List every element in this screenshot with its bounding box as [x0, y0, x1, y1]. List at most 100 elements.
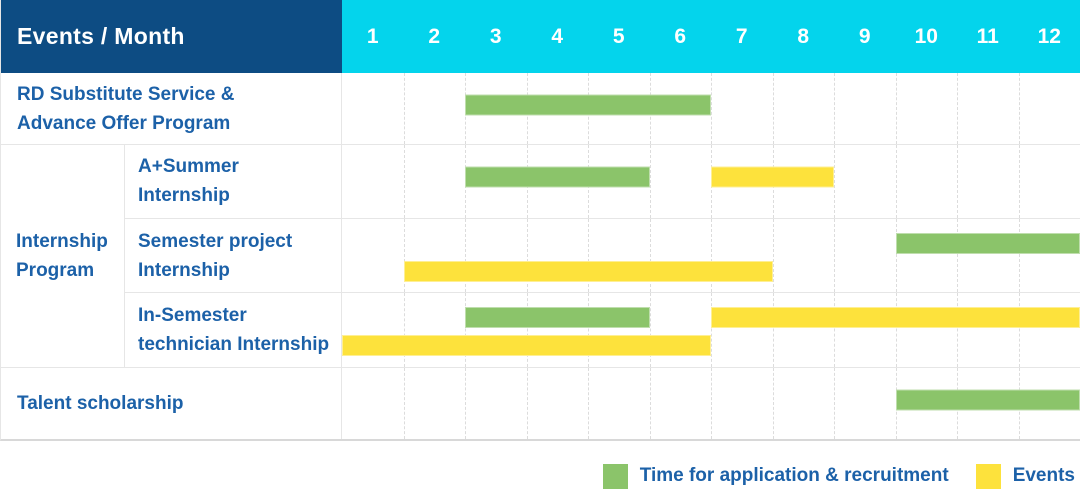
month-header-1: 1	[366, 24, 379, 48]
month-gridline	[465, 293, 466, 368]
gantt-bar-yellow	[403, 260, 773, 282]
month-gridline	[403, 73, 405, 144]
month-gridline	[403, 145, 405, 218]
month-gridline	[772, 293, 774, 368]
month-gridline	[649, 218, 651, 293]
row-label-line: technician Internship	[138, 334, 330, 356]
month-gridline	[526, 218, 528, 293]
month-gridline	[403, 293, 405, 368]
month-gridline	[403, 218, 405, 293]
internship-program-rows: A+Summer Internship Semester project Int…	[125, 145, 1080, 368]
group-label-internship-program: Internship Program	[1, 145, 125, 367]
month-gridline	[895, 145, 897, 218]
row-label-line: Semester project	[138, 230, 293, 252]
month-gridline	[957, 145, 958, 218]
month-header-11: 11	[976, 24, 999, 48]
month-gridline	[895, 73, 897, 144]
month-gridline	[711, 73, 712, 144]
month-gridline	[649, 145, 651, 218]
gantt-track-talent-scholarship	[342, 368, 1080, 439]
gantt-track-semester-project	[342, 218, 1080, 293]
row-a-plus-summer: A+Summer Internship	[125, 145, 1080, 218]
row-label-rd-substitute: RD Substitute Service & Advance Offer Pr…	[1, 73, 342, 144]
row-label-line: RD Substitute Service &	[17, 83, 235, 105]
month-gridline	[711, 293, 712, 368]
month-header-8: 8	[797, 24, 810, 48]
month-gridline	[1018, 145, 1020, 218]
row-label-line: In-Semester	[138, 305, 247, 327]
month-gridline	[1018, 218, 1020, 293]
row-label-line: Internship	[138, 185, 230, 207]
month-header-2: 2	[428, 24, 441, 48]
month-gridline	[588, 368, 589, 439]
month-gridline	[895, 293, 897, 368]
gantt-bar-yellow	[711, 307, 1080, 329]
yellow-swatch-icon	[975, 463, 1001, 489]
month-gridline	[957, 293, 958, 368]
month-gridline	[1018, 73, 1020, 144]
month-gridline	[649, 368, 651, 439]
month-gridline	[834, 218, 835, 293]
month-gridline	[711, 218, 712, 293]
month-gridline	[588, 218, 589, 293]
month-gridline	[957, 73, 958, 144]
month-gridline	[1018, 293, 1020, 368]
month-gridline	[649, 293, 651, 368]
row-label-line: Internship	[138, 259, 230, 281]
month-gridline	[526, 293, 528, 368]
month-gridline	[895, 218, 897, 293]
month-gridline	[834, 145, 835, 218]
gantt-bar-yellow	[342, 335, 711, 357]
month-gridline	[772, 368, 774, 439]
green-swatch-icon	[602, 463, 628, 489]
gantt-bar-green	[895, 389, 1080, 410]
row-rd-substitute: RD Substitute Service & Advance Offer Pr…	[1, 73, 1080, 144]
month-gridline	[465, 368, 466, 439]
row-label-line: A+Summer	[138, 156, 239, 178]
legend-label-events: Events	[1012, 465, 1075, 486]
row-label-a-plus-summer: A+Summer Internship	[125, 145, 342, 218]
internship-program-group: Internship Program A+Summer Internship S…	[1, 144, 1080, 368]
row-label-semester-project: Semester project Internship	[125, 218, 342, 293]
gantt-track-a-plus-summer	[342, 145, 1080, 218]
group-label-line: Program	[16, 260, 95, 281]
table-header-row: Events / Month 1 2 3 4 5 6 7 8 9 10 11 1…	[1, 0, 1080, 73]
gantt-track-in-semester-technician	[342, 293, 1080, 368]
gantt-bar-green	[465, 307, 650, 329]
month-header-12: 12	[1037, 24, 1061, 48]
group-label-line: Internship	[16, 231, 108, 252]
row-label-in-semester-technician: In-Semester technician Internship	[125, 293, 342, 368]
row-label-talent-scholarship: Talent scholarship	[1, 368, 342, 439]
month-header-6: 6	[674, 24, 687, 48]
month-header-9: 9	[858, 24, 871, 48]
row-label-line: Advance Offer Program	[17, 112, 231, 134]
month-gridline	[465, 218, 466, 293]
gantt-track-rd-substitute	[342, 73, 1080, 144]
legend-label-application-recruitment: Time for application & recruitment	[639, 465, 949, 486]
month-gridline	[772, 218, 774, 293]
month-gridline	[772, 73, 774, 144]
month-gridline	[834, 293, 835, 368]
month-header-4: 4	[551, 24, 564, 48]
month-header-10: 10	[914, 24, 938, 48]
month-gridline	[834, 73, 835, 144]
gantt-bar-green	[895, 232, 1080, 254]
row-in-semester-technician: In-Semester technician Internship	[125, 292, 1080, 368]
month-header-7: 7	[735, 24, 748, 48]
gantt-bar-yellow	[711, 166, 834, 188]
month-gridline	[711, 368, 712, 439]
month-header-5: 5	[612, 24, 625, 48]
gantt-bar-green	[465, 166, 650, 188]
row-talent-scholarship: Talent scholarship	[1, 367, 1080, 439]
month-gridline	[834, 368, 835, 439]
month-header-strip: 1 2 3 4 5 6 7 8 9 10 11 12	[342, 0, 1080, 73]
month-gridline	[526, 368, 528, 439]
month-gridline	[957, 218, 958, 293]
legend-item-events: Events	[975, 463, 1075, 489]
row-semester-project: Semester project Internship	[125, 217, 1080, 293]
events-month-header-cell: Events / Month	[1, 0, 342, 73]
month-gridline	[588, 293, 589, 368]
month-header-3: 3	[489, 24, 502, 48]
row-label-line: Talent scholarship	[17, 393, 184, 414]
